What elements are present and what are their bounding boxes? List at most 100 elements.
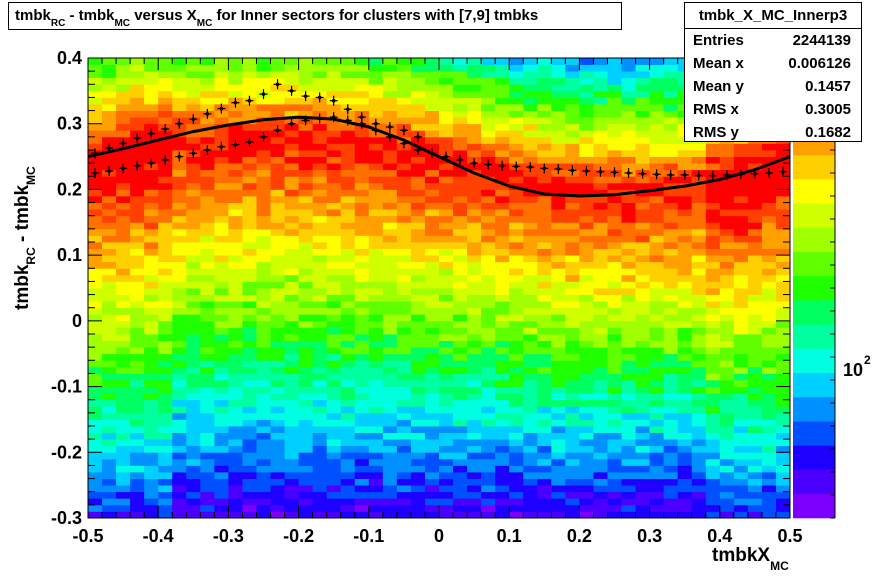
heatmap-cell <box>691 406 707 414</box>
heatmap-cell <box>691 439 707 447</box>
heatmap-cell <box>579 393 594 401</box>
heatmap-cell <box>691 327 707 335</box>
heatmap-cell <box>509 406 524 414</box>
heatmap-cell <box>677 255 693 263</box>
heatmap-cell <box>172 419 187 427</box>
heatmap-cell <box>691 320 707 328</box>
heatmap-cell <box>565 465 580 473</box>
heatmap-cell <box>607 380 622 387</box>
heatmap-cell <box>284 406 299 414</box>
heatmap-cell <box>410 235 426 243</box>
heatmap-cell <box>312 360 328 368</box>
heatmap-cell <box>775 334 791 341</box>
heatmap-cell <box>607 307 622 315</box>
heatmap-cell <box>396 163 412 171</box>
heatmap-cell <box>354 465 370 473</box>
heatmap-cell <box>453 215 468 223</box>
heatmap-cell <box>509 281 524 289</box>
heatmap-cell <box>607 426 622 433</box>
heatmap-cell <box>116 274 131 282</box>
heatmap-cell <box>593 288 608 295</box>
heatmap-cell <box>242 439 257 447</box>
heatmap-cell <box>579 412 594 420</box>
heatmap-cell <box>242 412 257 420</box>
heatmap-cell <box>410 84 426 92</box>
heatmap-cell <box>551 150 566 157</box>
heatmap-cell <box>537 452 552 460</box>
heatmap-cell <box>775 412 791 420</box>
heatmap-cell <box>663 340 679 348</box>
heatmap-cell <box>761 182 777 190</box>
heatmap-cell <box>649 143 665 151</box>
heatmap-cell <box>116 150 131 157</box>
heatmap-cell <box>158 242 173 249</box>
heatmap-cell <box>354 472 370 479</box>
heatmap-cell <box>663 255 679 263</box>
heatmap-cell <box>719 314 735 322</box>
heatmap-cell <box>649 104 665 111</box>
heatmap-cell <box>439 182 454 190</box>
heatmap-cell <box>88 196 103 203</box>
heatmap-cell <box>354 301 370 309</box>
heatmap-cell <box>312 504 328 512</box>
heatmap-cell <box>396 504 412 512</box>
heatmap-cell <box>200 412 215 420</box>
heatmap-cell <box>593 58 608 65</box>
heatmap-cell <box>102 64 117 72</box>
heatmap-cell <box>593 215 608 223</box>
heatmap-cell <box>340 90 356 98</box>
heatmap-cell <box>144 90 159 98</box>
heatmap-cell <box>298 202 314 210</box>
heatmap-cell <box>116 406 131 414</box>
palette-swatch <box>793 203 835 228</box>
heatmap-cell <box>228 84 243 92</box>
heatmap-cell <box>467 314 482 322</box>
heatmap-cell <box>382 274 398 282</box>
heatmap-cell <box>509 261 524 269</box>
heatmap-cell <box>593 130 608 138</box>
heatmap-cell <box>579 426 594 433</box>
heatmap-cell <box>537 406 552 414</box>
heatmap-cell <box>200 347 215 355</box>
heatmap-cell <box>172 235 187 243</box>
heatmap-cell <box>551 340 566 348</box>
heatmap-cell <box>172 340 187 348</box>
heatmap-cell <box>130 196 145 203</box>
heatmap-cell <box>621 136 636 144</box>
heatmap-cell <box>523 150 538 157</box>
heatmap-cell <box>509 117 524 125</box>
heatmap-cell <box>298 491 314 499</box>
heatmap-cell <box>509 215 524 223</box>
profile-lower-point <box>107 169 111 173</box>
heatmap-cell <box>144 215 159 223</box>
heatmap-cell <box>298 314 314 322</box>
heatmap-cell <box>495 301 510 309</box>
heatmap-cell <box>495 380 510 387</box>
heatmap-cell <box>733 294 749 302</box>
heatmap-cell <box>116 117 131 125</box>
heatmap-cell <box>691 412 707 420</box>
heatmap-cell <box>439 320 454 328</box>
heatmap-cell <box>537 176 552 184</box>
heatmap-cell <box>467 465 482 473</box>
heatmap-cell <box>565 215 580 223</box>
heatmap-cell <box>621 196 636 203</box>
heatmap-cell <box>607 452 622 460</box>
heatmap-cell <box>733 340 749 348</box>
heatmap-cell <box>481 340 496 348</box>
heatmap-cell <box>579 439 594 447</box>
heatmap-cell <box>116 202 131 210</box>
heatmap-cell <box>719 150 735 157</box>
heatmap-cell <box>354 307 370 315</box>
heatmap-cell <box>116 110 131 118</box>
heatmap-cell <box>733 196 749 203</box>
heatmap-cell <box>565 196 580 203</box>
profile-lower-point <box>149 161 153 165</box>
heatmap-cell <box>439 353 454 361</box>
heatmap-cell <box>439 90 454 98</box>
heatmap-cell <box>256 373 271 381</box>
heatmap-cell <box>354 340 370 348</box>
heatmap-cell <box>495 340 510 348</box>
x-tick-label: 0.2 <box>567 526 592 546</box>
heatmap-cell <box>116 360 131 368</box>
